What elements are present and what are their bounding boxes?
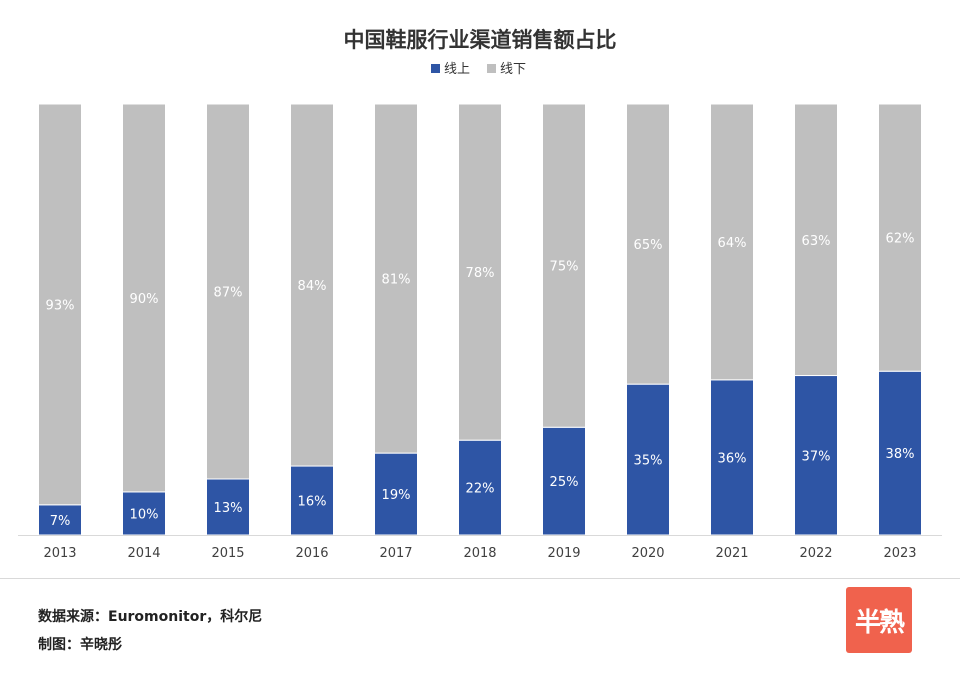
bar-online-2021 [710, 379, 754, 536]
data-label-online-2013: 7% [50, 514, 71, 529]
x-tick-2018: 2018 [463, 546, 496, 561]
bar-offline-2017 [374, 103, 418, 454]
data-label-online-2014: 10% [130, 507, 159, 522]
bar-online-2023 [878, 370, 922, 536]
x-tick-2014: 2014 [127, 546, 160, 561]
x-tick-2019: 2019 [547, 546, 580, 561]
data-label-offline-2023: 62% [886, 232, 915, 247]
bar-offline-2020 [626, 103, 670, 385]
brand-logo: 半熟 [846, 587, 912, 653]
legend-swatch-0 [431, 64, 440, 73]
bar-offline-2021 [710, 103, 754, 381]
chart-area: 中国鞋服行业渠道销售额占比线上 线下 7% 93% 2013 10% 90% 2014 13% 8… [18, 28, 942, 561]
logo-text: 半熟 [854, 607, 905, 638]
data-label-online-2018: 22% [466, 482, 495, 497]
data-label-offline-2014: 90% [130, 292, 159, 307]
data-label-offline-2017: 81% [382, 273, 411, 288]
chart-bottom-border [0, 578, 960, 579]
x-tick-2020: 2020 [631, 546, 664, 561]
legend-swatch-1 [487, 64, 496, 73]
bar-online-2013 [38, 504, 82, 536]
credit-note: 制图：辛晓彤 [38, 637, 122, 653]
data-label-offline-2020: 65% [634, 238, 663, 253]
legend-label-0: 线上 [444, 62, 470, 77]
data-label-offline-2018: 78% [466, 266, 495, 281]
data-label-online-2021: 36% [718, 451, 747, 466]
data-label-offline-2016: 84% [298, 279, 327, 294]
chart-title: 中国鞋服行业渠道销售额占比 [344, 28, 617, 52]
bar-online-2022 [794, 375, 838, 536]
bar-offline-2022 [794, 103, 838, 377]
bar-online-2020 [626, 383, 670, 536]
bar-offline-2019 [542, 103, 586, 428]
x-tick-2013: 2013 [43, 546, 76, 561]
bar-offline-2013 [38, 103, 82, 506]
x-tick-2015: 2015 [211, 546, 244, 561]
data-label-offline-2022: 63% [802, 234, 831, 249]
data-label-online-2020: 35% [634, 454, 663, 469]
data-label-online-2017: 19% [382, 488, 411, 503]
source-note: 数据来源：Euromonitor，科尔尼 [38, 609, 263, 625]
bar-offline-2015 [206, 103, 250, 480]
data-label-offline-2021: 64% [718, 236, 747, 251]
data-label-offline-2015: 87% [214, 285, 243, 300]
x-tick-2017: 2017 [379, 546, 412, 561]
legend-label-1: 线下 [500, 62, 526, 77]
data-label-online-2022: 37% [802, 449, 831, 464]
x-tick-2016: 2016 [295, 546, 328, 561]
data-label-online-2023: 38% [886, 447, 915, 462]
data-label-offline-2019: 75% [550, 260, 579, 275]
bar-offline-2016 [290, 103, 334, 467]
data-label-offline-2013: 93% [46, 298, 75, 313]
data-label-online-2019: 25% [550, 475, 579, 490]
bar-offline-2014 [122, 103, 166, 493]
x-tick-2021: 2021 [715, 546, 748, 561]
bar-offline-2023 [878, 103, 922, 372]
data-label-online-2016: 16% [298, 495, 327, 510]
footer: 数据来源：Euromonitor，科尔尼 制图：辛晓彤 半熟 [0, 579, 960, 675]
x-tick-2023: 2023 [883, 546, 916, 561]
bar-offline-2018 [458, 103, 502, 441]
data-label-online-2015: 13% [214, 501, 243, 516]
x-tick-2022: 2022 [799, 546, 832, 561]
bar-online-2018 [458, 439, 502, 536]
